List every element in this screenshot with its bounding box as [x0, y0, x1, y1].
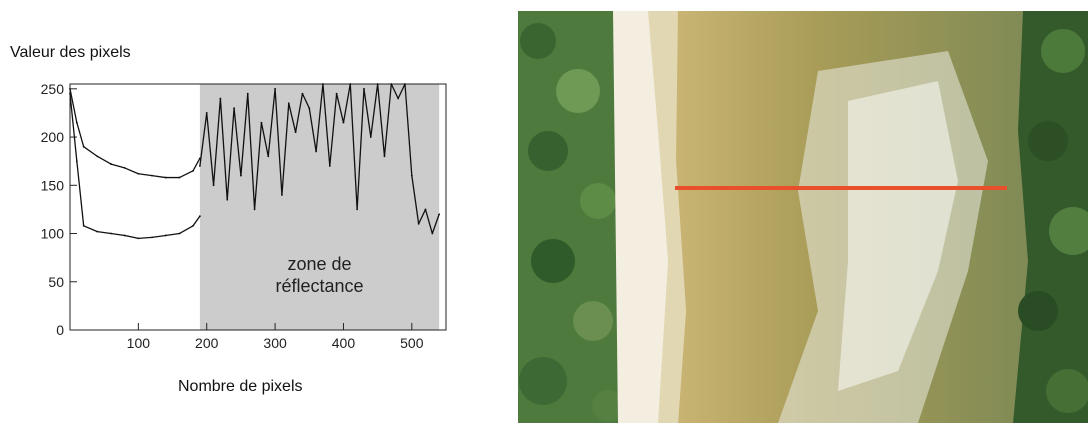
profile-point: [246, 92, 249, 95]
profile-point: [431, 232, 434, 235]
zone-annotation-line: zone de: [287, 254, 351, 274]
x-tick-label: 100: [127, 335, 151, 351]
profile-point: [226, 198, 229, 201]
profile-point: [253, 208, 256, 211]
profile-point: [110, 232, 112, 235]
profile-point: [301, 92, 304, 95]
plot-frame: [69, 83, 447, 331]
profile-point: [212, 184, 215, 187]
profile-point: [267, 155, 270, 158]
profile-point: [96, 230, 99, 233]
x-tick-label: 200: [195, 335, 219, 351]
profile-point: [123, 234, 126, 237]
profile-point: [342, 121, 345, 124]
right-vegetation-bank: [1013, 11, 1088, 423]
profile-point: [383, 155, 386, 158]
pixel-profile-chart: Valeur des pixels 0 50 100 150 200 250 100 200 3…: [0, 0, 500, 423]
profile-point: [274, 87, 276, 90]
y-tick-label: 250: [41, 81, 65, 97]
profile-series-2: [69, 93, 201, 240]
x-tick-label: 400: [332, 335, 356, 351]
profile-point: [69, 87, 71, 90]
profile-point: [322, 83, 324, 85]
profile-point: [219, 97, 222, 100]
y-tick-label: 200: [41, 129, 65, 145]
profile-point: [123, 167, 126, 169]
x-axis-label: Nombre de pixels: [178, 378, 303, 395]
left-vegetation-bank: [518, 11, 628, 423]
profile-point: [96, 155, 99, 158]
y-tick-label: 150: [41, 177, 65, 193]
profile-point: [205, 112, 208, 114]
profile-point: [75, 160, 78, 163]
profile-point: [198, 215, 201, 218]
sandy-beach: [613, 11, 686, 423]
profile-point: [260, 121, 263, 124]
profile-point: [438, 213, 441, 216]
profile-point: [363, 87, 365, 90]
profile-point: [349, 83, 352, 85]
profile-point: [417, 222, 420, 225]
profile-point: [69, 92, 71, 95]
profile-point: [376, 83, 379, 85]
profile-point: [233, 107, 235, 110]
zone-annotation-line: réflectance: [275, 276, 363, 296]
profile-point: [287, 102, 290, 105]
profile-point: [151, 174, 153, 177]
profile-point: [328, 165, 331, 167]
profile-point: [82, 224, 85, 227]
profile-point: [240, 174, 242, 177]
aerial-river-photo: [518, 11, 1088, 423]
profile-point: [192, 169, 194, 172]
plot-area: 0 50 100 150 200 250 100 200 300 400 500 zone deréf…: [41, 81, 447, 351]
profile-point: [110, 163, 112, 165]
y-tick-label: 50: [48, 274, 64, 290]
profile-point: [137, 237, 140, 240]
profile-point: [164, 176, 167, 179]
x-tick-label: 500: [400, 335, 424, 351]
profile-series-3: [199, 83, 440, 235]
profile-point: [369, 136, 372, 138]
profile-point: [308, 107, 311, 110]
profile-point: [151, 236, 153, 239]
profile-point: [410, 174, 413, 177]
profile-point: [397, 97, 400, 100]
shaded-reflectance-zone: [199, 84, 440, 330]
profile-point: [82, 145, 85, 148]
profile-point: [198, 165, 201, 167]
profile-point: [356, 208, 359, 211]
profile-point: [315, 150, 318, 153]
river-water: [676, 11, 1033, 423]
profile-point: [424, 208, 427, 211]
profile-point: [137, 172, 140, 175]
y-axis-label: Valeur des pixels: [10, 44, 131, 61]
profile-point: [281, 194, 283, 196]
profile-point: [178, 232, 181, 235]
profile-point: [178, 176, 181, 179]
profile-point: [192, 224, 194, 227]
y-tick-label: 0: [56, 322, 64, 338]
profile-point: [294, 131, 297, 134]
profile-point: [335, 92, 338, 95]
profile-series-1: [69, 88, 201, 179]
profile-point: [75, 121, 78, 124]
x-tick-label: 300: [263, 335, 287, 351]
profile-point: [390, 83, 393, 85]
y-tick-label: 100: [41, 226, 65, 242]
profile-point: [404, 83, 406, 85]
profile-point: [164, 234, 167, 237]
